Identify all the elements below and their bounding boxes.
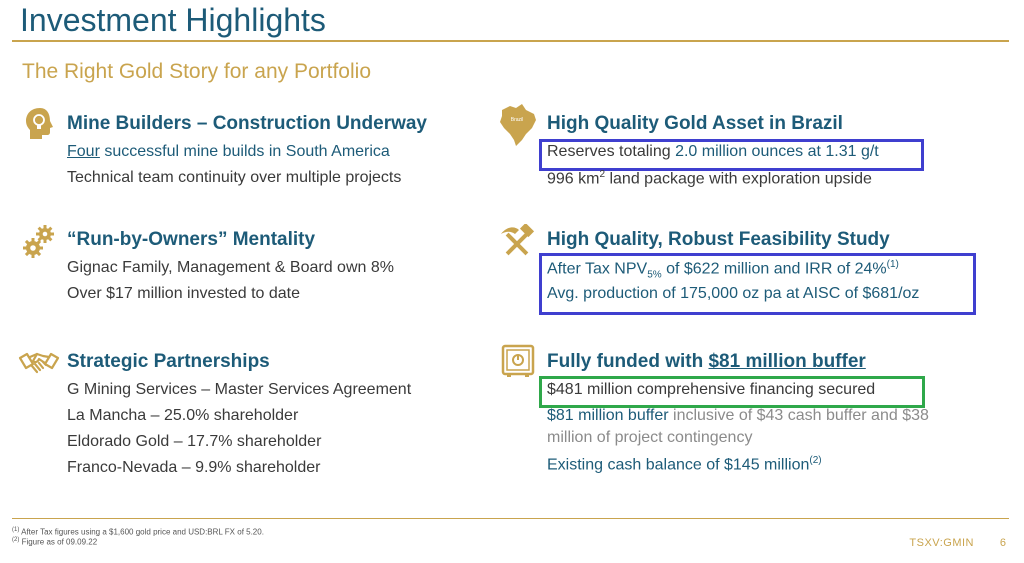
land-area-superscript: 2 xyxy=(599,169,606,180)
title-divider xyxy=(12,40,1009,42)
footnote-1-mark: (1) xyxy=(12,527,20,533)
land-package-text: land package with exploration upside xyxy=(605,170,872,188)
land-area: 996 km xyxy=(547,170,600,188)
partnerships-heading: Strategic Partnerships xyxy=(67,351,270,372)
buffer-line: $81 million buffer inclusive of $43 cash… xyxy=(547,407,929,425)
financing-highlight-box xyxy=(539,376,925,408)
feasibility-heading: High Quality, Robust Feasibility Study xyxy=(547,229,890,250)
brazil-heading: High Quality Gold Asset in Brazil xyxy=(547,113,843,134)
brazil-map-label: Brazil xyxy=(511,117,524,123)
npv-line: After Tax NPV5% of $622 million and IRR … xyxy=(547,259,899,281)
production-line: Avg. production of 175,000 oz pa at AISC… xyxy=(547,285,920,302)
mine-builds-text: successful mine builds in South America xyxy=(99,143,390,160)
partnership-item: La Mancha – 25.0% shareholder xyxy=(67,407,299,424)
page-title: Investment Highlights xyxy=(20,2,326,38)
financing-line: $481 million comprehensive financing sec… xyxy=(547,381,876,398)
contingency-line: million of project contingency xyxy=(547,429,753,446)
npv-value: of $622 million and IRR of 24% xyxy=(661,260,887,278)
hammer-pick-icon xyxy=(501,224,535,256)
footnote-1-text: After Tax figures using a $1,600 gold pr… xyxy=(19,527,264,537)
handshake-icon xyxy=(18,352,60,374)
land-package-line: 996 km2 land package with exploration up… xyxy=(547,169,872,188)
cash-balance-line: Existing cash balance of $145 million(2) xyxy=(547,455,822,474)
footnote-2-text: Figure as of 09.09.22 xyxy=(19,537,98,547)
ticker-symbol: TSXV:GMIN xyxy=(909,537,974,549)
mine-builders-line-1: Four successful mine builds in South Ame… xyxy=(67,143,390,161)
footnote-ref-1: (1) xyxy=(886,259,899,270)
footnote-ref-2: (2) xyxy=(809,455,822,466)
gears-icon xyxy=(23,225,54,258)
funded-heading-text: Fully funded with xyxy=(547,351,709,372)
footnote-2: (2) Figure as of 09.09.22 xyxy=(12,537,97,547)
buffer-link[interactable]: $81 million buffer xyxy=(708,351,866,372)
partnership-item: G Mining Services – Master Services Agre… xyxy=(67,381,412,398)
npv-subscript: 5% xyxy=(647,269,662,281)
cash-balance-text: Existing cash balance of $145 million xyxy=(547,456,810,474)
buffer-amount: $81 million buffer xyxy=(547,407,669,424)
page-number: 6 xyxy=(999,537,1006,549)
reserves-line: Reserves totaling 2.0 million ounces at … xyxy=(547,143,879,161)
run-by-owners-line-2: Over $17 million invested to date xyxy=(67,285,301,302)
reserves-label: Reserves totaling xyxy=(547,143,676,160)
run-by-owners-line-1: Gignac Family, Management & Board own 8% xyxy=(67,259,394,276)
safe-icon xyxy=(501,344,535,377)
four-link[interactable]: Four xyxy=(67,143,100,160)
brazil-map-icon: Brazil xyxy=(500,104,536,146)
run-by-owners-heading: “Run-by-Owners” Mentality xyxy=(67,229,316,250)
reserves-highlight-box xyxy=(539,139,924,171)
mine-builders-line-2: Technical team continuity over multiple … xyxy=(67,169,402,186)
footnote-1: (1) After Tax figures using a $1,600 gol… xyxy=(12,527,264,537)
partnership-item: Franco-Nevada – 9.9% shareholder xyxy=(67,459,321,476)
feasibility-highlight-box xyxy=(539,253,976,315)
footnote-2-mark: (2) xyxy=(12,537,20,543)
funded-heading: Fully funded with $81 million buffer xyxy=(547,351,866,373)
page-subtitle: The Right Gold Story for any Portfolio xyxy=(22,60,371,83)
buffer-detail: inclusive of $43 cash buffer and $38 xyxy=(668,407,929,424)
mine-builders-heading: Mine Builders – Construction Underway xyxy=(67,113,427,134)
reserves-value: 2.0 million ounces at 1.31 g/t xyxy=(675,143,879,160)
footer-divider xyxy=(12,518,1009,519)
partnership-item: Eldorado Gold – 17.7% shareholder xyxy=(67,433,322,450)
npv-label: After Tax NPV xyxy=(547,260,648,278)
lightbulb-head-icon xyxy=(26,108,53,139)
